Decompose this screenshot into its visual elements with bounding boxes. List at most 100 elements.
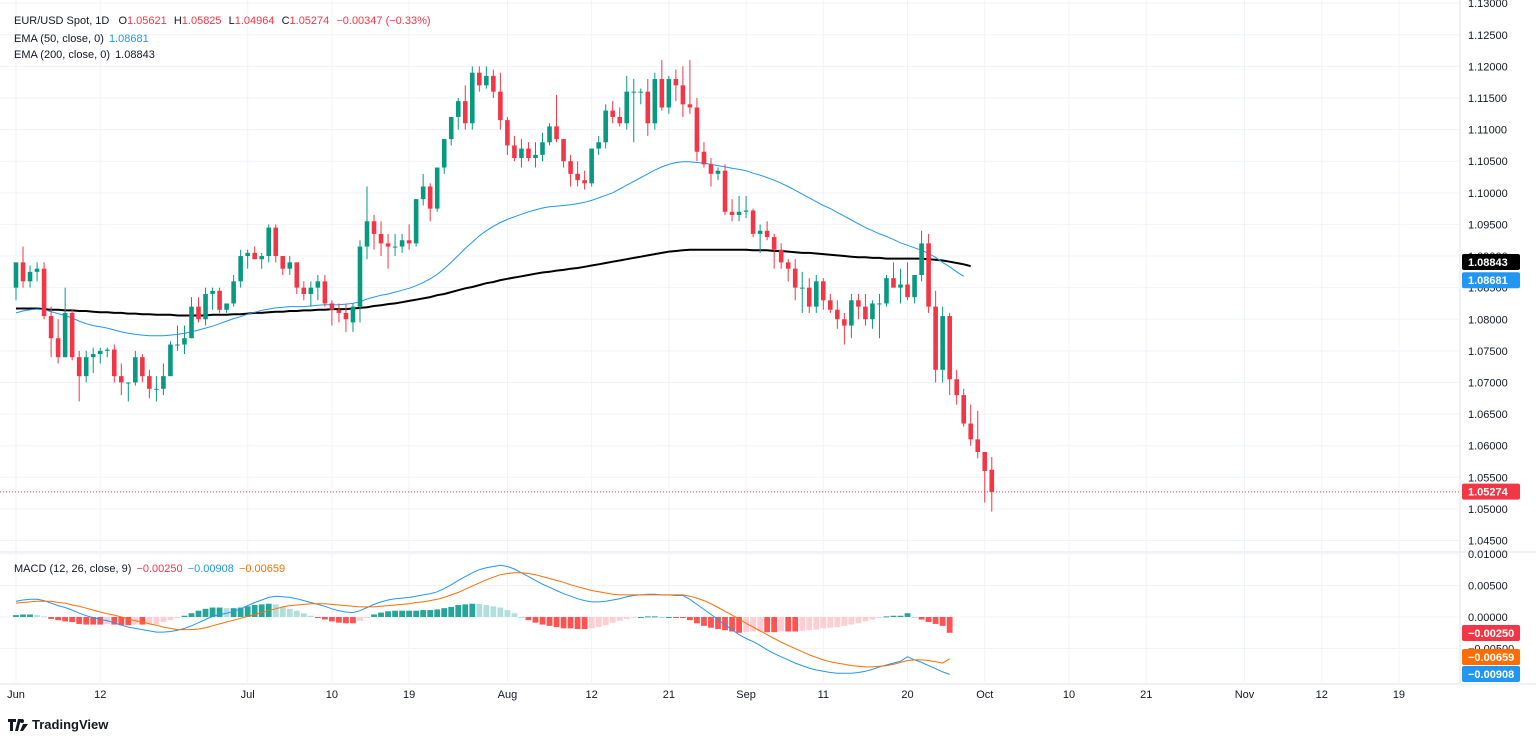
candle-body	[680, 85, 686, 105]
macd-hist-bar	[722, 617, 728, 631]
macd-hist-bar	[827, 617, 834, 628]
macd-hist-bar	[680, 617, 686, 618]
candle-body	[470, 72, 475, 124]
candle-body	[722, 170, 728, 212]
macd-hist-bar	[371, 614, 377, 617]
ema50-legend[interactable]: EMA (50, close, 0) 1.08681	[14, 32, 149, 46]
ema50-line	[15, 161, 964, 337]
candle-body	[673, 79, 679, 86]
grid	[0, 0, 1536, 685]
macd-hist-bar	[785, 617, 792, 632]
candle-body	[933, 306, 938, 370]
macd-tick-label: 0.00500	[1468, 580, 1508, 592]
macd-hist-bar	[62, 617, 69, 622]
candle-body	[891, 278, 896, 288]
candle-body	[196, 306, 201, 320]
candle-body	[694, 107, 700, 152]
macd-hist-bar	[202, 608, 209, 617]
candle-body	[863, 306, 868, 320]
macd-lines	[15, 564, 950, 675]
macd-hist-bar	[27, 614, 33, 617]
macd-hist-bar	[399, 610, 405, 617]
ema200-badge: 1.08843	[1462, 253, 1520, 270]
candle-body	[701, 151, 707, 165]
tradingview-logo[interactable]: TradingView	[8, 717, 108, 732]
candle-body	[652, 79, 658, 124]
candle-body	[168, 344, 173, 377]
macd-hist-bar	[834, 617, 841, 628]
symbol-label[interactable]: EUR/USD Spot, 1D	[14, 15, 110, 27]
low-value: 1.04964	[234, 15, 275, 27]
macd-hist-bar	[665, 617, 672, 618]
macd-legend[interactable]: MACD (12, 26, close, 9) −0.00250 −0.0090…	[14, 562, 285, 576]
time-axis: Jun 12 Jul 10 19 Aug 12 21 Sep 11 20 Oct 10 21 Nov 12 19	[7, 689, 1405, 701]
candle-body	[371, 221, 377, 234]
macd-hist-bar	[609, 617, 616, 623]
candle-body	[62, 312, 68, 358]
time-tick-label: 21	[1140, 689, 1152, 701]
macd-hist-bar	[672, 617, 679, 618]
change-value: −0.00347 (−0.33%)	[336, 15, 431, 27]
time-tick-label: 11	[818, 689, 829, 701]
macd-hist-bar	[918, 617, 925, 620]
candle-body	[252, 252, 257, 260]
macd-hist-bar	[820, 617, 827, 629]
candle-body	[119, 376, 124, 383]
candle-body	[610, 110, 615, 117]
macd-hist-bar	[778, 617, 785, 632]
price-tick-label: 1.07500	[1468, 346, 1508, 358]
candle-body	[357, 246, 363, 307]
candle-body	[104, 349, 110, 351]
macd-hist-bar	[139, 617, 146, 625]
candle-body	[294, 262, 300, 288]
candle-body	[350, 306, 356, 323]
macd-hist-badge: −0.00250	[1462, 625, 1520, 641]
candle-body	[280, 256, 286, 269]
macd-hist-bar	[553, 617, 560, 628]
candle-body	[813, 281, 819, 307]
macd-hist-bar	[939, 617, 946, 626]
ema200-legend[interactable]: EMA (200, close, 0) 1.08843	[14, 48, 155, 62]
candle-body	[842, 319, 847, 326]
candle-body	[224, 303, 229, 310]
macd-hist-bar	[595, 617, 602, 628]
macd-hist-bar	[314, 617, 321, 618]
macd-hist-bar	[757, 617, 764, 632]
macd-hist-bar	[462, 604, 469, 617]
macd-hist-bar	[343, 617, 349, 624]
candle-body	[217, 290, 222, 310]
ema200-badge-text: 1.08843	[1468, 257, 1508, 269]
tradingview-icon	[8, 718, 28, 731]
macd-line-value: −0.00908	[187, 563, 234, 575]
macd-hist-bar	[146, 617, 153, 624]
macd-hist-bar	[862, 617, 869, 622]
macd-hist-bar	[90, 617, 97, 625]
candle-body	[877, 303, 882, 305]
macd-label: MACD (12, 26, close, 9)	[14, 563, 132, 575]
open-label: O	[118, 15, 127, 27]
macd-hist-bar	[111, 617, 118, 625]
macd-hist-bar	[946, 617, 953, 633]
ema50-value: 1.08681	[108, 33, 149, 45]
candle-body	[835, 309, 840, 320]
time-tick-label: Jul	[241, 689, 255, 701]
candle-body	[399, 240, 405, 247]
candle-body	[245, 252, 250, 257]
price-tick-label: 1.10000	[1468, 188, 1508, 200]
macd-hist-bar	[518, 617, 525, 618]
candle-body	[512, 145, 517, 159]
macd-hist-bar	[153, 617, 160, 624]
candle-body	[413, 199, 419, 244]
ema200-series	[16, 248, 971, 317]
candle-body	[266, 227, 272, 257]
macd-hist-bar	[743, 617, 749, 633]
macd-hist-bar	[799, 617, 806, 631]
ema200-line	[16, 248, 971, 317]
macd-hist-bar	[511, 613, 518, 617]
macd-hist-bar	[307, 615, 314, 617]
macd-hist-bar	[181, 615, 188, 617]
time-tick-label: 19	[1393, 689, 1405, 701]
ema50-label: EMA (50, close, 0)	[14, 33, 104, 45]
candle-body	[231, 281, 236, 304]
